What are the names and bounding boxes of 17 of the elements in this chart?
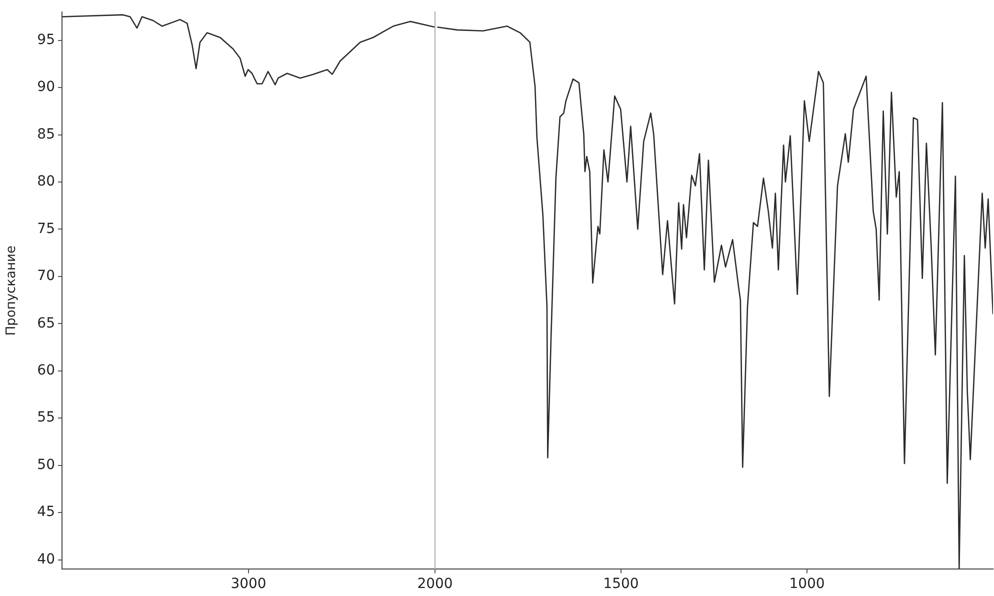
y-tick-label: 95 [37,32,55,48]
y-tick-label: 90 [37,79,55,96]
y-tick-label: 50 [37,456,55,473]
y-tick-label: 65 [37,315,55,332]
y-tick-label: 70 [37,268,55,284]
x-tick-label: 2000 [417,576,453,592]
y-tick-label: 55 [37,410,55,426]
y-tick-label: 40 [37,551,55,568]
y-tick-label: 85 [37,126,55,142]
y-tick-label: 60 [37,362,55,379]
y-tick-label: 45 [37,504,55,520]
y-tick-label: 75 [37,220,55,237]
x-tick-label: 1500 [603,576,639,592]
y-tick-label: 80 [37,174,55,190]
y-axis-title: Пропускание [4,246,20,336]
x-tick-label: 3000 [230,576,266,592]
x-tick-label: 1000 [789,576,825,592]
